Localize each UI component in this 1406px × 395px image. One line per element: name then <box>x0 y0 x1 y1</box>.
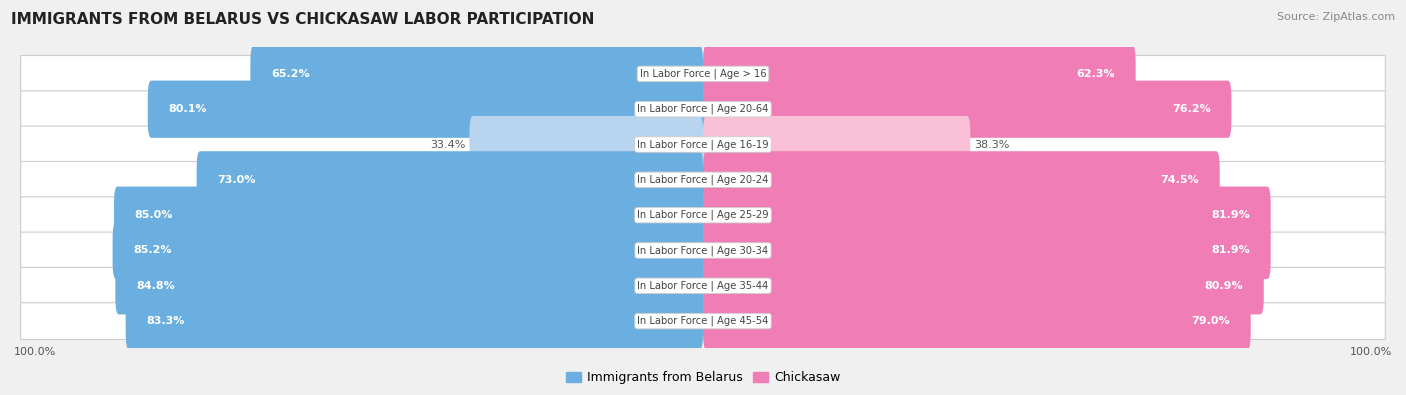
Text: Source: ZipAtlas.com: Source: ZipAtlas.com <box>1277 12 1395 22</box>
Text: In Labor Force | Age 45-54: In Labor Force | Age 45-54 <box>637 316 769 326</box>
Text: In Labor Force | Age > 16: In Labor Force | Age > 16 <box>640 69 766 79</box>
Text: 100.0%: 100.0% <box>14 346 56 357</box>
FancyBboxPatch shape <box>197 151 703 209</box>
Legend: Immigrants from Belarus, Chickasaw: Immigrants from Belarus, Chickasaw <box>561 367 845 389</box>
FancyBboxPatch shape <box>703 257 1264 314</box>
Text: 85.2%: 85.2% <box>134 245 172 256</box>
Text: 76.2%: 76.2% <box>1173 104 1211 114</box>
FancyBboxPatch shape <box>703 186 1271 244</box>
FancyBboxPatch shape <box>703 116 970 173</box>
FancyBboxPatch shape <box>115 257 703 314</box>
FancyBboxPatch shape <box>703 222 1271 279</box>
Text: In Labor Force | Age 35-44: In Labor Force | Age 35-44 <box>637 280 769 291</box>
FancyBboxPatch shape <box>21 232 1385 269</box>
Text: 81.9%: 81.9% <box>1211 210 1250 220</box>
FancyBboxPatch shape <box>470 116 703 173</box>
Text: 74.5%: 74.5% <box>1160 175 1199 185</box>
Text: 80.1%: 80.1% <box>169 104 207 114</box>
Text: 73.0%: 73.0% <box>218 175 256 185</box>
FancyBboxPatch shape <box>703 293 1251 350</box>
FancyBboxPatch shape <box>21 197 1385 233</box>
Text: 100.0%: 100.0% <box>1350 346 1392 357</box>
FancyBboxPatch shape <box>148 81 703 138</box>
FancyBboxPatch shape <box>21 162 1385 198</box>
Text: 79.0%: 79.0% <box>1191 316 1230 326</box>
Text: 84.8%: 84.8% <box>136 281 174 291</box>
Text: IMMIGRANTS FROM BELARUS VS CHICKASAW LABOR PARTICIPATION: IMMIGRANTS FROM BELARUS VS CHICKASAW LAB… <box>11 12 595 27</box>
Text: In Labor Force | Age 30-34: In Labor Force | Age 30-34 <box>637 245 769 256</box>
FancyBboxPatch shape <box>21 303 1385 339</box>
FancyBboxPatch shape <box>703 81 1232 138</box>
FancyBboxPatch shape <box>21 126 1385 163</box>
FancyBboxPatch shape <box>112 222 703 279</box>
FancyBboxPatch shape <box>703 151 1219 209</box>
FancyBboxPatch shape <box>703 45 1136 102</box>
FancyBboxPatch shape <box>114 186 703 244</box>
FancyBboxPatch shape <box>21 267 1385 304</box>
Text: In Labor Force | Age 20-24: In Labor Force | Age 20-24 <box>637 175 769 185</box>
Text: 33.4%: 33.4% <box>430 139 465 150</box>
FancyBboxPatch shape <box>21 56 1385 92</box>
Text: In Labor Force | Age 20-64: In Labor Force | Age 20-64 <box>637 104 769 115</box>
Text: 85.0%: 85.0% <box>135 210 173 220</box>
Text: In Labor Force | Age 25-29: In Labor Force | Age 25-29 <box>637 210 769 220</box>
Text: In Labor Force | Age 16-19: In Labor Force | Age 16-19 <box>637 139 769 150</box>
FancyBboxPatch shape <box>125 293 703 350</box>
FancyBboxPatch shape <box>21 91 1385 128</box>
Text: 80.9%: 80.9% <box>1205 281 1243 291</box>
Text: 81.9%: 81.9% <box>1211 245 1250 256</box>
Text: 65.2%: 65.2% <box>271 69 309 79</box>
FancyBboxPatch shape <box>250 45 703 102</box>
Text: 62.3%: 62.3% <box>1077 69 1115 79</box>
Text: 38.3%: 38.3% <box>974 139 1010 150</box>
Text: 83.3%: 83.3% <box>146 316 184 326</box>
